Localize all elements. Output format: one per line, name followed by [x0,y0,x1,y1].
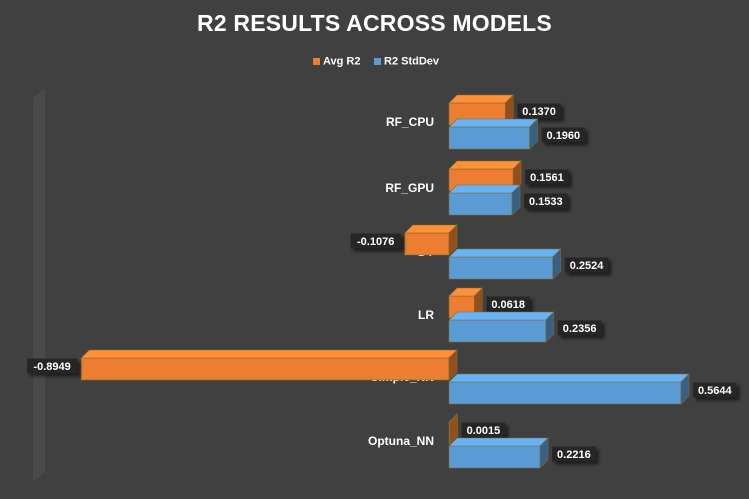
bar-simple-nn-r2-stddev-front [448,381,682,405]
bar-rf-gpu-r2-stddev [448,184,521,216]
category-label-rf-cpu: RF_CPU [386,115,434,129]
data-label-rf-gpu-avg-r2: 0.1561 [525,169,569,185]
bar-simple-nn-avg-r2-top [80,349,458,359]
bar-dt-avg-r2-front [404,232,450,256]
data-label-dt-r2-stddev-box [564,257,609,273]
bar-rf-cpu-r2-stddev-front [448,126,530,150]
bar-optuna-nn-r2-stddev-side [539,437,549,469]
bar-simple-nn-avg-r2 [80,349,458,381]
bar-rf-cpu-r2-stddev [448,118,539,150]
data-label-optuna-nn-r2-stddev-text: 0.2216 [557,449,591,461]
data-label-rf-cpu-r2-stddev: 0.1960 [541,127,586,143]
data-label-lr-r2-stddev-box [557,320,602,336]
data-label-simple-nn-avg-r2: -0.8949 [26,358,78,374]
legend-label-1: Avg R2 [323,56,361,68]
category-label-optuna-nn: Optuna_NN [368,434,434,448]
category-label-lr: LR [418,308,434,322]
bar-lr-r2-stddev-front [448,319,547,343]
data-label-rf-cpu-avg-r2: 0.1370 [517,103,561,119]
bar-dt-r2-stddev-front [448,256,554,280]
bar-rf-cpu-r2-stddev-top [448,118,539,128]
data-label-dt-avg-r2: -0.1076 [350,233,401,249]
category-label-rf-gpu: RF_GPU [385,181,434,195]
data-label-dt-r2-stddev-text: 0.2524 [570,260,605,272]
data-label-simple-nn-avg-r2-text: -0.8949 [33,361,70,373]
data-label-lr-avg-r2: 0.0618 [486,296,530,312]
data-label-optuna-nn-avg-r2-box [461,422,506,438]
data-label-rf-gpu-r2-stddev-text: 0.1533 [529,196,563,208]
data-label-simple-nn-r2-stddev: 0.5644 [692,382,737,398]
bar-dt-r2-stddev-side [552,248,562,280]
data-label-rf-gpu-avg-r2-text: 0.1561 [530,172,564,184]
legend-swatch-1 [313,58,320,65]
data-label-optuna-nn-r2-stddev: 0.2216 [552,446,596,462]
data-label-simple-nn-r2-stddev-text: 0.5644 [698,385,733,397]
bar-dt-avg-r2 [404,224,458,256]
bar-rf-gpu-r2-stddev-side [511,184,521,216]
bar-rf-cpu-avg-r2-top [448,94,515,104]
data-label-lr-r2-stddev-text: 0.2356 [563,323,597,335]
legend-label-2: R2 StdDev [384,56,440,68]
data-label-rf-cpu-avg-r2-box [517,103,561,119]
bar-optuna-nn-avg-r2 [448,413,459,445]
bar-rf-gpu-r2-stddev-front [448,192,513,216]
data-label-rf-gpu-r2-stddev-box [524,193,568,209]
data-label-rf-cpu-r2-stddev-box [541,127,586,143]
bar-rf-cpu-avg-r2-side [505,94,514,126]
bar-rf-gpu-avg-r2-side [512,160,522,192]
bar-lr-r2-stddev [448,311,555,343]
data-label-simple-nn-avg-r2-box [26,358,78,374]
bar-lr-r2-stddev-top [448,311,555,321]
data-label-lr-avg-r2-text: 0.0618 [491,299,525,311]
bar-lr-avg-r2-side [474,287,483,319]
bar-dt-avg-r2-top [404,224,458,234]
bar-optuna-nn-r2-stddev [448,437,549,469]
bar-rf-gpu-avg-r2-top [448,160,522,170]
data-label-optuna-nn-avg-r2: 0.0015 [461,422,506,438]
data-label-rf-gpu-r2-stddev: 0.1533 [524,193,568,209]
data-label-rf-cpu-r2-stddev-text: 0.1960 [547,130,581,142]
legend-swatch-2 [374,58,381,65]
bar-rf-gpu-r2-stddev-top [448,184,521,194]
bar-dt-r2-stddev [448,248,562,280]
bar-dt-r2-stddev-top [448,248,562,258]
back-wall [33,88,45,482]
data-label-dt-avg-r2-box [350,233,401,249]
data-label-lr-r2-stddev: 0.2356 [557,320,602,336]
bar-simple-nn-r2-stddev [448,373,690,405]
bar-simple-nn-avg-r2-front [80,357,450,381]
bar-optuna-nn-avg-r2-side [449,413,458,445]
bar-rf-cpu-r2-stddev-side [529,118,538,150]
data-label-optuna-nn-avg-r2-text: 0.0015 [467,425,501,437]
bar-simple-nn-avg-r2-side [448,349,458,381]
data-label-dt-r2-stddev: 0.2524 [564,257,609,273]
data-label-rf-cpu-avg-r2-text: 0.1370 [522,106,556,118]
data-label-lr-avg-r2-box [486,296,530,312]
bar-simple-nn-r2-stddev-side [680,373,690,405]
data-label-dt-avg-r2-text: -0.1076 [357,236,394,248]
chart-title: R2 RESULTS ACROSS MODELS [197,10,552,36]
bar-lr-r2-stddev-side [545,311,555,343]
bar-optuna-nn-r2-stddev-top [448,437,549,447]
data-label-optuna-nn-r2-stddev-box [552,446,596,462]
data-label-simple-nn-r2-stddev-box [692,382,737,398]
bar-optuna-nn-r2-stddev-front [448,445,541,469]
bar-dt-avg-r2-side [448,224,458,256]
bar-simple-nn-r2-stddev-top [448,373,690,383]
data-label-rf-gpu-avg-r2-box [525,169,569,185]
